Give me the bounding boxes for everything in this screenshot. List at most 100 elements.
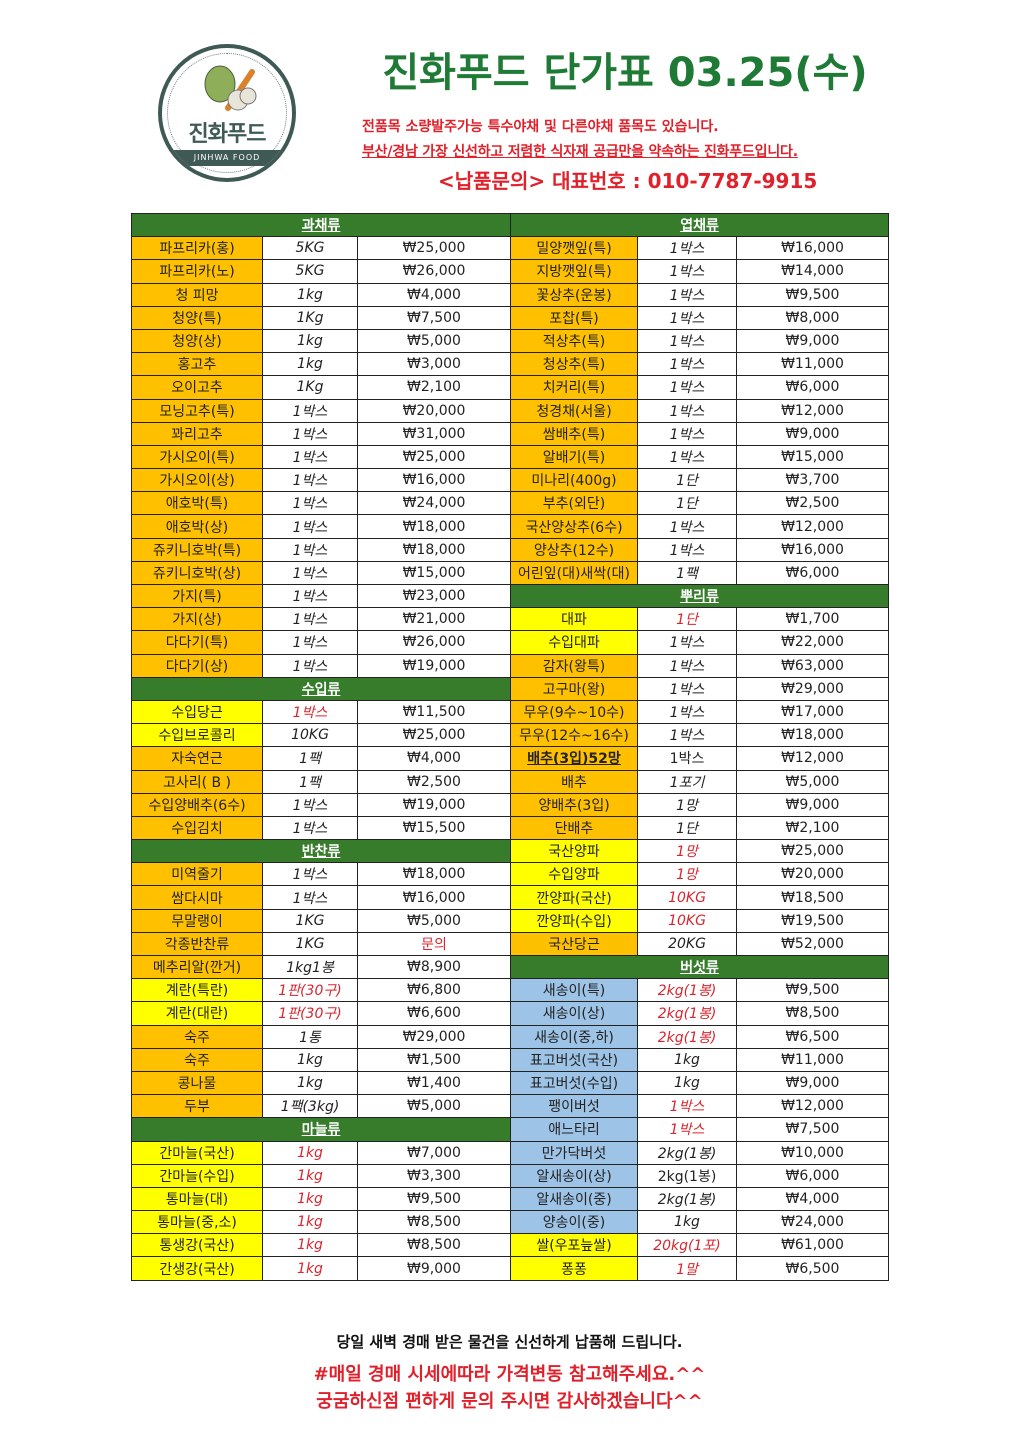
item-price: ₩2,500 xyxy=(356,769,512,794)
item-name: 애호박(특) xyxy=(131,491,263,516)
item-price: ₩24,000 xyxy=(356,491,512,516)
item-name: 꽃상추(운봉) xyxy=(510,282,638,307)
item-name: 통마늘(중,소) xyxy=(131,1210,263,1235)
item-price: ₩16,000 xyxy=(735,537,890,562)
item-price: ₩12,000 xyxy=(735,398,890,423)
footer-contact-notice: 궁굼하신점 편하게 문의 주시면 감사하겠습니다^^ xyxy=(316,1391,703,1412)
price-row: 팽이버섯 1박스 ₩12,000 xyxy=(510,1094,890,1119)
item-unit: 1박스 xyxy=(637,236,737,261)
item-unit: 1kg xyxy=(262,1047,358,1072)
price-row: 무우(12수~16수) 1박스 ₩18,000 xyxy=(510,723,890,748)
item-price: ₩9,000 xyxy=(735,792,890,817)
item-price: ₩16,000 xyxy=(356,885,512,910)
item-price: ₩6,000 xyxy=(735,375,890,400)
item-unit: 1KG xyxy=(262,931,358,957)
price-row: 지방깻잎(특) 1박스 ₩14,000 xyxy=(510,259,890,284)
item-price: ₩9,000 xyxy=(735,1070,890,1096)
price-row: 계란(대란) 1판(30구) ₩6,600 xyxy=(131,1001,512,1026)
price-row: 양송이(중) 1kg ₩24,000 xyxy=(510,1210,890,1235)
item-unit: 1박스 xyxy=(262,583,358,609)
logo-name: 진화푸드 xyxy=(188,122,267,147)
item-unit: 1망 xyxy=(637,862,737,887)
item-price: ₩6,600 xyxy=(356,1001,512,1026)
item-unit: 1kg xyxy=(262,1070,358,1096)
item-name: 가시오이(특) xyxy=(131,444,263,470)
price-row: 가지(상) 1박스 ₩21,000 xyxy=(131,607,512,632)
price-row: 양상추(12수) 1박스 ₩16,000 xyxy=(510,537,890,562)
item-name: 미역줄기 xyxy=(131,862,263,887)
item-price: ₩26,000 xyxy=(356,630,512,655)
item-name: 계란(대란) xyxy=(131,1001,263,1026)
item-unit: 1kg xyxy=(262,1256,358,1281)
item-name: 치커리(특) xyxy=(510,375,638,400)
item-unit: 2kg(1봉) xyxy=(637,1001,737,1026)
item-unit: 1박스 xyxy=(262,792,358,817)
item-name: 수입당근 xyxy=(131,699,263,725)
item-price: ₩52,000 xyxy=(735,931,890,957)
item-name: 표고버섯(국산) xyxy=(510,1047,638,1072)
item-name: 숙주 xyxy=(131,1024,263,1049)
price-row: 알새송이(중) 2kg(1봉) ₩4,000 xyxy=(510,1186,890,1212)
item-price: ₩8,000 xyxy=(735,305,890,330)
item-unit: 1판(30구) xyxy=(262,978,358,1003)
price-row: 두부 1팩(3kg) ₩5,000 xyxy=(131,1094,512,1119)
item-unit: 1박스 xyxy=(637,305,737,330)
item-unit: 1팩 xyxy=(637,560,737,586)
price-row: 계란(특란) 1판(30구) ₩6,800 xyxy=(131,978,512,1003)
price-row: 다다기(특) 1박스 ₩26,000 xyxy=(131,630,512,655)
price-table-left: 과채류 파프리카(홍) 5KG ₩25,000 파프리카(노) 5KG ₩26,000 청 피… xyxy=(130,212,512,1281)
category-header-row: 버섯류 xyxy=(509,954,890,980)
item-price: ₩6,000 xyxy=(735,560,890,586)
item-unit: 2kg(1봉) xyxy=(637,1186,737,1212)
item-price: ₩31,000 xyxy=(356,421,512,446)
price-row: 파프리카(홍) 5KG ₩25,000 xyxy=(131,236,512,261)
footer-note: 당일 새벽 경매 받은 물건을 신선하게 납품해 드립니다. xyxy=(336,1333,683,1351)
item-name: 청양(상) xyxy=(131,328,263,354)
logo-english: JINHWA FOOD xyxy=(170,150,284,166)
item-name: 수입브로콜리 xyxy=(131,723,263,748)
item-unit: 1kg xyxy=(637,1210,737,1235)
category-header: 엽채류 xyxy=(509,212,890,238)
item-name: 양상추(12수) xyxy=(510,537,638,562)
category-header: 과채류 xyxy=(130,212,512,238)
item-unit: 1kg xyxy=(262,1163,358,1188)
price-row: 감자(왕특) 1박스 ₩63,000 xyxy=(510,653,890,678)
item-price: ₩8,500 xyxy=(356,1233,512,1258)
price-row: 가시오이(특) 1박스 ₩25,000 xyxy=(131,444,512,470)
item-name: 청상추(특) xyxy=(510,352,638,377)
price-row: 대파 1단 ₩1,700 xyxy=(510,607,890,632)
price-row: 수입대파 1박스 ₩22,000 xyxy=(510,630,890,655)
item-unit: 1박스 xyxy=(262,491,358,516)
category-header: 수입류 xyxy=(130,676,512,701)
item-name: 고구마(왕) xyxy=(510,676,638,701)
price-row: 미나리(400g) 1단 ₩3,700 xyxy=(510,468,890,493)
item-price: 문의 xyxy=(356,931,512,957)
item-price: ₩29,000 xyxy=(735,676,890,701)
item-unit: 1팩(3kg) xyxy=(262,1094,358,1119)
item-name: 간마늘(수입) xyxy=(131,1163,263,1188)
item-price: ₩8,900 xyxy=(356,954,512,980)
item-unit: 1단 xyxy=(637,607,737,632)
item-name: 포찹(특) xyxy=(510,305,638,330)
item-price: ₩9,500 xyxy=(735,978,890,1003)
price-row: 청양(상) 1kg ₩5,000 xyxy=(131,328,512,354)
category-header-row: 엽채류 xyxy=(509,212,890,238)
item-name: 배추(3입)52망 xyxy=(510,746,638,771)
price-row: 국산양파 1망 ₩25,000 xyxy=(510,839,890,864)
item-name: 다다기(특) xyxy=(131,630,263,655)
category-header-row: 마늘류 xyxy=(130,1117,512,1142)
price-row: 깐양파(국산) 10KG ₩18,500 xyxy=(510,885,890,910)
price-row: 애호박(상) 1박스 ₩18,000 xyxy=(131,514,512,539)
item-unit: 1kg xyxy=(637,1047,737,1072)
item-unit: 2kg(1봉) xyxy=(637,1024,737,1049)
item-name: 만가닥버섯 xyxy=(510,1140,638,1165)
item-unit: 1박스 xyxy=(262,699,358,725)
price-row: 무말랭이 1KG ₩5,000 xyxy=(131,908,512,933)
price-row: 수입브로콜리 10KG ₩25,000 xyxy=(131,723,512,748)
item-unit: 1kg xyxy=(262,328,358,354)
item-unit: 2kg(1봉) xyxy=(637,978,737,1003)
item-price: ₩1,700 xyxy=(735,607,890,632)
item-name: 청경채(서울) xyxy=(510,398,638,423)
price-row: 메추리알(깐거) 1kg1봉 ₩8,900 xyxy=(131,954,512,980)
item-price: ₩3,300 xyxy=(356,1163,512,1188)
